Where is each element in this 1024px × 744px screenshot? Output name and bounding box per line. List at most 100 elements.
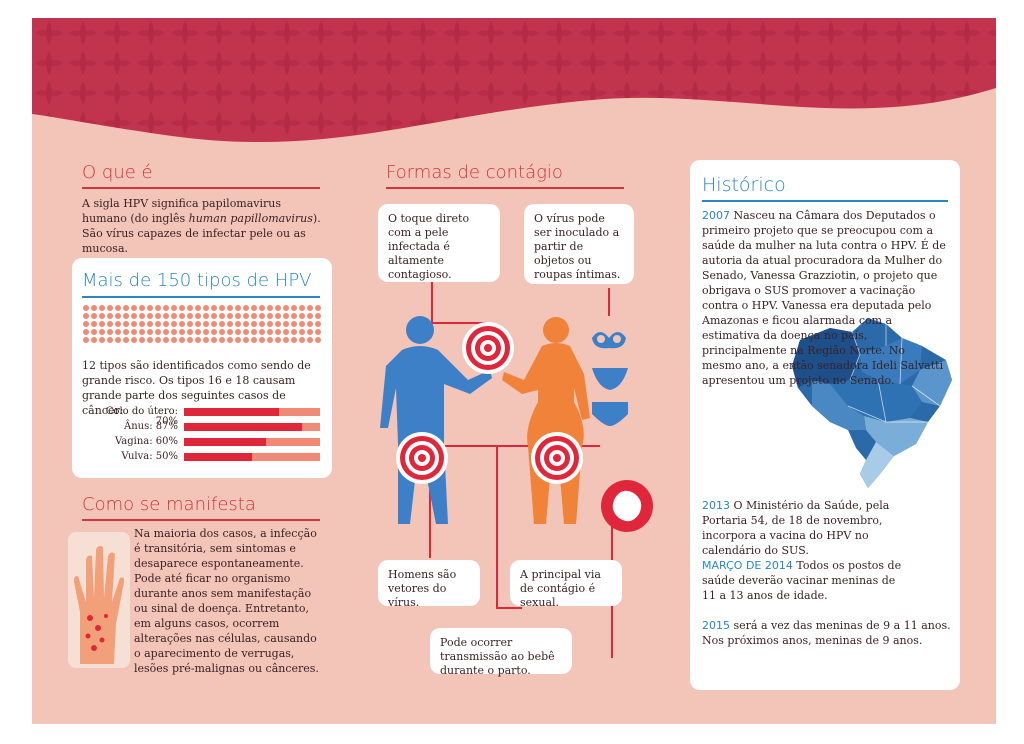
hpv-type-dot	[83, 305, 89, 311]
hpv-type-dot	[115, 321, 121, 327]
hpv-type-dot	[267, 305, 273, 311]
hpv-type-dot	[107, 321, 113, 327]
hpv-type-dot	[235, 321, 241, 327]
hpv-type-dot	[291, 321, 297, 327]
cancer-bar-fill	[184, 423, 303, 431]
hpv-type-dot	[219, 321, 225, 327]
hpv-type-dot	[203, 305, 209, 311]
hpv-type-dot	[203, 337, 209, 343]
hpv-type-dot	[195, 313, 201, 319]
cancer-bar-track	[184, 423, 320, 431]
hpv-type-dot	[179, 337, 185, 343]
hpv-type-dot	[187, 313, 193, 319]
year-2015: 2015	[702, 619, 730, 632]
hpv-type-dot	[259, 313, 265, 319]
hpv-type-dot	[187, 305, 193, 311]
cancer-bar-track	[184, 408, 320, 416]
hpv-type-dot	[267, 337, 273, 343]
hpv-type-dot	[91, 337, 97, 343]
cancer-bar-label: Vulva: 50%	[121, 451, 178, 462]
hpv-type-dot	[123, 337, 129, 343]
hpv-type-dot	[283, 337, 289, 343]
hpv-type-dot	[299, 313, 305, 319]
formas-de-contagio-title: Formas de contágio	[386, 162, 563, 183]
hpv-type-dot	[267, 321, 273, 327]
hpv-type-dot	[163, 337, 169, 343]
hpv-type-dot	[131, 337, 137, 343]
hpv-type-dot	[299, 329, 305, 335]
como-se-manifesta-rule	[82, 519, 320, 521]
infographic-page: O que é A sigla HPV significa papilomavi…	[32, 18, 996, 724]
hpv-type-dot	[283, 329, 289, 335]
hpv-type-dot	[171, 305, 177, 311]
hpv-type-dot	[235, 337, 241, 343]
hpv-type-dot	[227, 305, 233, 311]
hpv-type-dot	[123, 329, 129, 335]
hpv-type-dot	[131, 305, 137, 311]
hpv-type-dot	[291, 305, 297, 311]
hpv-type-dot	[227, 337, 233, 343]
hpv-type-dot	[91, 313, 97, 319]
hpv-type-dot	[211, 305, 217, 311]
hpv-type-dot	[275, 329, 281, 335]
hpv-type-dot	[243, 313, 249, 319]
historico-2013: 2013 O Ministério da Saúde, pela Portari…	[702, 499, 890, 557]
hpv-type-dot	[283, 305, 289, 311]
hpv-type-dot	[131, 321, 137, 327]
hpv-type-dot	[243, 305, 249, 311]
hpv-type-dot	[163, 329, 169, 335]
hpv-type-dot	[283, 313, 289, 319]
hpv-type-dot	[147, 305, 153, 311]
o-que-e-text: A sigla HPV significa papilomavirus huma…	[82, 197, 321, 255]
historico-2015: 2015 será a vez das meninas de 9 a 11 an…	[702, 619, 951, 647]
connector-toque	[431, 280, 487, 324]
hpv-type-dot	[123, 305, 129, 311]
hpv-type-dot	[203, 329, 209, 335]
hpv-type-dot	[99, 321, 105, 327]
hpv-type-dot	[219, 313, 225, 319]
hpv-type-dot	[251, 321, 257, 327]
hpv-type-dot	[139, 337, 145, 343]
hpv-type-dot	[195, 329, 201, 335]
target-male	[396, 432, 448, 484]
hpv-type-dot	[163, 321, 169, 327]
hpv-type-dot	[131, 313, 137, 319]
hpv-type-dot	[307, 313, 313, 319]
historico-2014: MARÇO DE 2014 Todos os postos de saúde d…	[702, 559, 902, 602]
hpv-type-dot	[83, 337, 89, 343]
hpv-type-dot	[107, 305, 113, 311]
hpv-type-dot	[211, 321, 217, 327]
bubble-toque: O toque direto com a pele infectada é al…	[378, 204, 500, 282]
year-2013: 2013	[702, 499, 730, 512]
target-hands	[462, 322, 514, 374]
hpv-type-dot	[227, 313, 233, 319]
hpv-type-dot	[115, 329, 121, 335]
hpv-type-dot	[275, 337, 281, 343]
target-female	[531, 432, 583, 484]
hpv-type-dot	[123, 321, 129, 327]
historico-rule	[702, 200, 948, 202]
bubble-parto: Pode ocorrer transmissão ao bebê durante…	[430, 628, 572, 677]
hpv-type-dot	[299, 321, 305, 327]
hpv-type-dot	[291, 329, 297, 335]
hpv-type-dot	[243, 337, 249, 343]
hpv-type-dot	[315, 321, 321, 327]
hpv-type-dot	[251, 329, 257, 335]
o-que-e-rule	[82, 187, 320, 189]
hpv-type-dot	[307, 337, 313, 343]
hpv-type-dot	[115, 337, 121, 343]
underwear-icons	[592, 332, 628, 426]
hpv-type-dot	[155, 329, 161, 335]
hpv-type-dot	[187, 329, 193, 335]
hpv-type-dot	[275, 305, 281, 311]
hpv-type-dot	[219, 337, 225, 343]
hpv-type-dot	[171, 337, 177, 343]
cancer-bar-fill	[184, 438, 266, 446]
hpv-type-dot	[315, 313, 321, 319]
hpv-type-dot	[147, 329, 153, 335]
hpv-type-dot	[259, 337, 265, 343]
manifesta-text: Na maioria dos casos, a infecção é trans…	[134, 527, 319, 675]
hpv-type-dot	[259, 321, 265, 327]
hpv-type-dot	[91, 329, 97, 335]
hpv-type-dot	[139, 313, 145, 319]
